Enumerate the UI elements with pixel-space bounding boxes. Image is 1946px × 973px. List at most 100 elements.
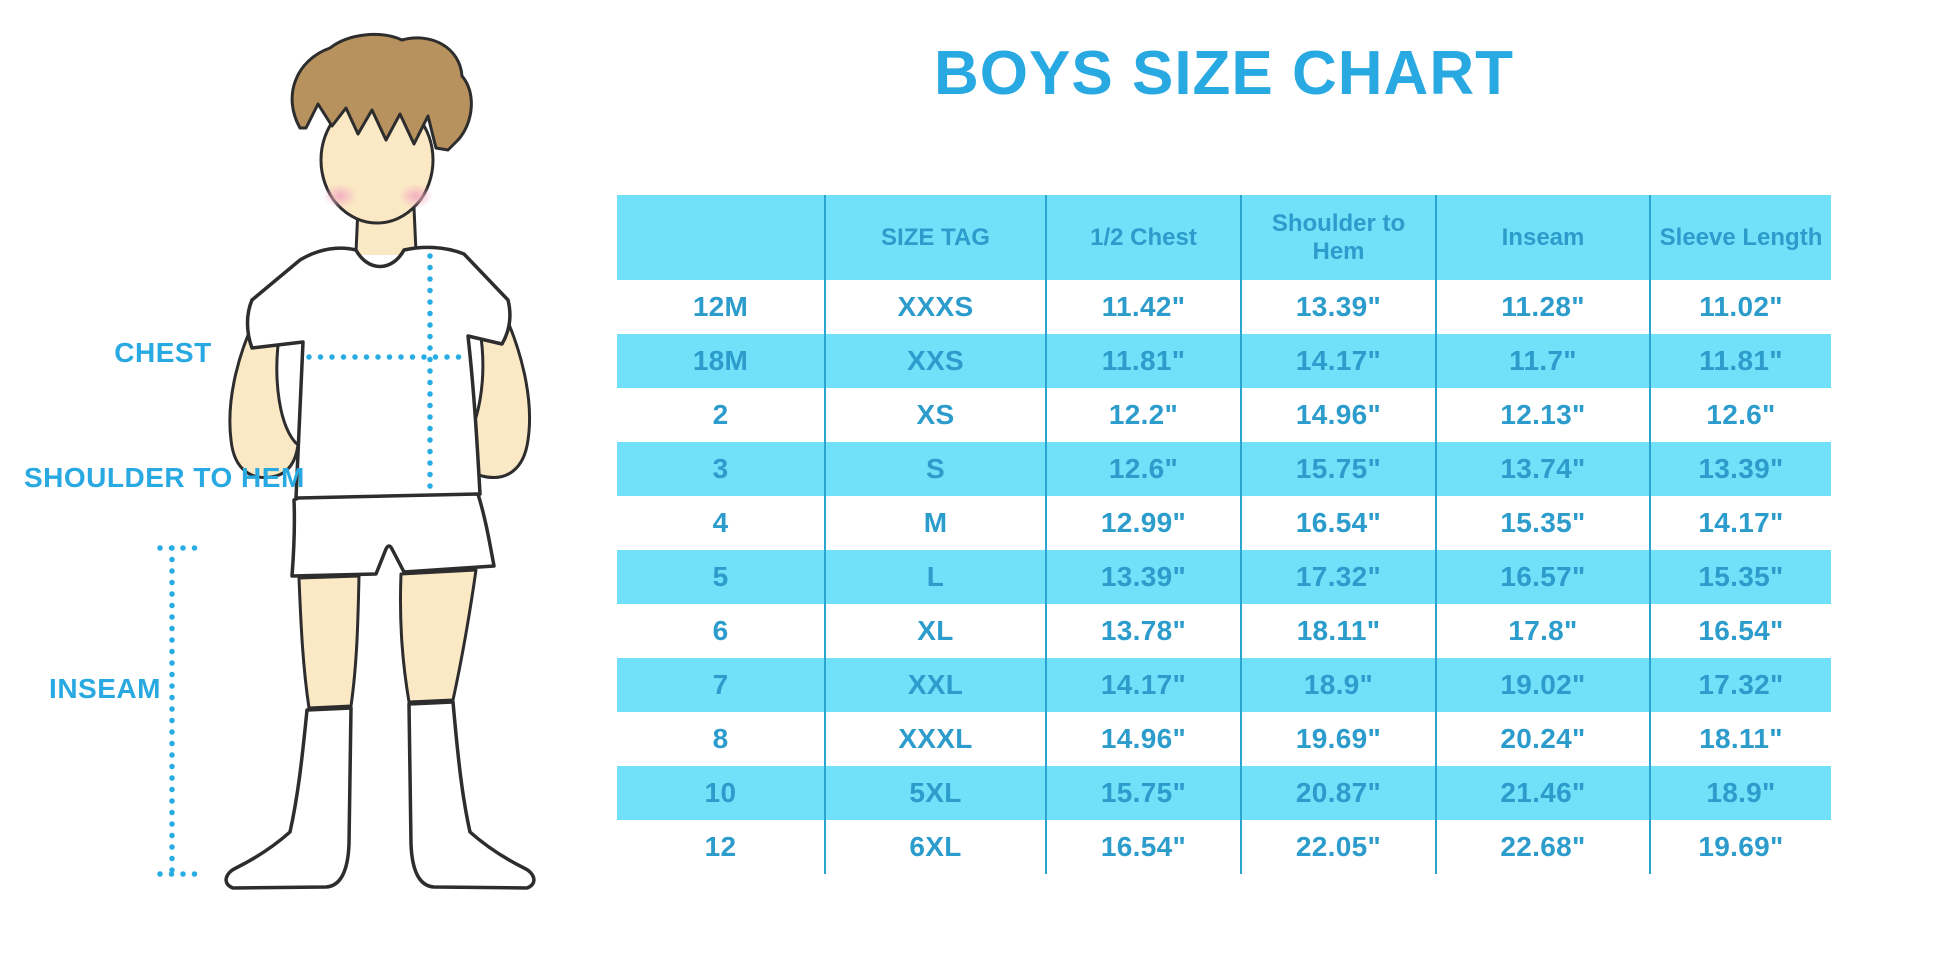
table-cell: 12.6" (1045, 442, 1240, 496)
blush-left (323, 184, 357, 208)
table-cell: 16.57" (1435, 550, 1649, 604)
header-cell-size-tag: SIZE TAG (824, 195, 1045, 280)
right-arm (459, 298, 532, 479)
table-cell: 5 (712, 561, 729, 592)
table-cell: 19.02" (1435, 658, 1649, 712)
table-cell: 3 (712, 453, 729, 484)
table-cell: 16.54" (1045, 820, 1240, 874)
table-cell: 14.96" (1240, 388, 1435, 442)
header-cell-inseam: Inseam (1435, 195, 1649, 280)
table-row: 18M XXS 11.81" 14.17" 11.7" 11.81" (617, 334, 1831, 388)
table-cell: 5XL (824, 766, 1045, 820)
page-title: BOYS SIZE CHART (934, 39, 1514, 108)
shorts (290, 492, 496, 578)
table-cell: 11.42" (1045, 280, 1240, 334)
table-cell: S (824, 442, 1045, 496)
table-cell: 7 (712, 669, 729, 700)
table-row: 5 L 13.39" 17.32" 16.57" 15.35" (617, 550, 1831, 604)
right-leg (398, 568, 478, 704)
table-cell: 6XL (824, 820, 1045, 874)
table-cell: 17.8" (1435, 604, 1649, 658)
table-cell: 14.17" (1649, 496, 1831, 550)
table-cell: 11.81" (1045, 334, 1240, 388)
table-cell: 10 (704, 777, 737, 808)
table-cell: 12.13" (1435, 388, 1649, 442)
table-cell: 6 (712, 615, 729, 646)
tshirt (245, 245, 512, 504)
table-cell: 15.75" (1240, 442, 1435, 496)
table-cell: 11.02" (1649, 280, 1831, 334)
table-cell: 15.35" (1649, 550, 1831, 604)
table-cell: 14.17" (1045, 658, 1240, 712)
table-cell: 18.11" (1240, 604, 1435, 658)
table-cell: 18.9" (1240, 658, 1435, 712)
table-cell: 13.39" (1045, 550, 1240, 604)
table-cell: 20.87" (1240, 766, 1435, 820)
table-cell: 12.6" (1649, 388, 1831, 442)
table-cell: 17.32" (1649, 658, 1831, 712)
header-cell-blank (617, 195, 824, 280)
table-cell: 18.11" (1649, 712, 1831, 766)
table-cell: 15.75" (1045, 766, 1240, 820)
table-cell: 22.68" (1435, 820, 1649, 874)
table-row: 10 5XL 15.75" 20.87" 21.46" 18.9" (617, 766, 1831, 820)
table-cell: 18.9" (1649, 766, 1831, 820)
table-cell: XXL (824, 658, 1045, 712)
table-cell: 12.99" (1045, 496, 1240, 550)
table-row: 2 XS 12.2" 14.96" 12.13" 12.6" (617, 388, 1831, 442)
table-cell: 21.46" (1435, 766, 1649, 820)
table-cell: L (824, 550, 1045, 604)
table-cell: 13.39" (1649, 442, 1831, 496)
table-cell: 12M (692, 291, 749, 322)
inseam-label: INSEAM (49, 673, 161, 704)
table-row: 6 XL 13.78" 18.11" 17.8" 16.54" (617, 604, 1831, 658)
table-cell: 14.17" (1240, 334, 1435, 388)
boy-illustration (157, 33, 536, 890)
size-table: SIZE TAG 1/2 Chest Shoulder to Hem Insea… (617, 195, 1831, 874)
table-cell: 4 (712, 507, 729, 538)
table-cell: XL (824, 604, 1045, 658)
table-cell: XS (824, 388, 1045, 442)
table-cell: XXXS (824, 280, 1045, 334)
table-cell: 16.54" (1240, 496, 1435, 550)
table-row: 3 S 12.6" 15.75" 13.74" 13.39" (617, 442, 1831, 496)
right-sock (407, 700, 536, 890)
table-row: 8 XXXL 14.96" 19.69" 20.24" 18.11" (617, 712, 1831, 766)
header-cell-shoulder-to-hem: Shoulder to Hem (1240, 195, 1435, 280)
table-cell: 14.96" (1045, 712, 1240, 766)
table-cell: 19.69" (1240, 712, 1435, 766)
table-cell: 12.2" (1045, 388, 1240, 442)
table-cell: 13.39" (1240, 280, 1435, 334)
table-cell: 18M (692, 345, 749, 376)
table-cell: XXXL (824, 712, 1045, 766)
table-cell: 13.78" (1045, 604, 1240, 658)
table-cell: 2 (712, 399, 729, 430)
shoulder-to-hem-label: SHOULDER TO HEM (24, 462, 305, 493)
table-row: 12M XXXS 11.42" 13.39" 11.28" 11.02" (617, 280, 1831, 334)
table-cell: 8 (712, 723, 729, 754)
table-cell: 12 (704, 831, 737, 862)
table-cell: 11.28" (1435, 280, 1649, 334)
table-header-row: SIZE TAG 1/2 Chest Shoulder to Hem Insea… (617, 195, 1831, 280)
table-cell: 15.35" (1435, 496, 1649, 550)
table-cell: 19.69" (1649, 820, 1831, 874)
table-cell: 13.74" (1435, 442, 1649, 496)
table-cell: 17.32" (1240, 550, 1435, 604)
table-cell: 11.81" (1649, 334, 1831, 388)
table-cell: 20.24" (1435, 712, 1649, 766)
hair (290, 33, 473, 152)
table-cell: XXS (824, 334, 1045, 388)
table-cell: 11.7" (1435, 334, 1649, 388)
blush-right (399, 184, 433, 208)
table-cell: 22.05" (1240, 820, 1435, 874)
inseam-measure-line (157, 545, 199, 877)
table-row: 4 M 12.99" 16.54" 15.35" 14.17" (617, 496, 1831, 550)
left-arm (228, 303, 300, 479)
header-cell-sleeve-length: Sleeve Length (1649, 195, 1831, 280)
table-cell: 16.54" (1649, 604, 1831, 658)
left-sock (224, 706, 353, 890)
table-cell: M (824, 496, 1045, 550)
table-row: 12 6XL 16.54" 22.05" 22.68" 19.69" (617, 820, 1831, 874)
header-cell-half-chest: 1/2 Chest (1045, 195, 1240, 280)
